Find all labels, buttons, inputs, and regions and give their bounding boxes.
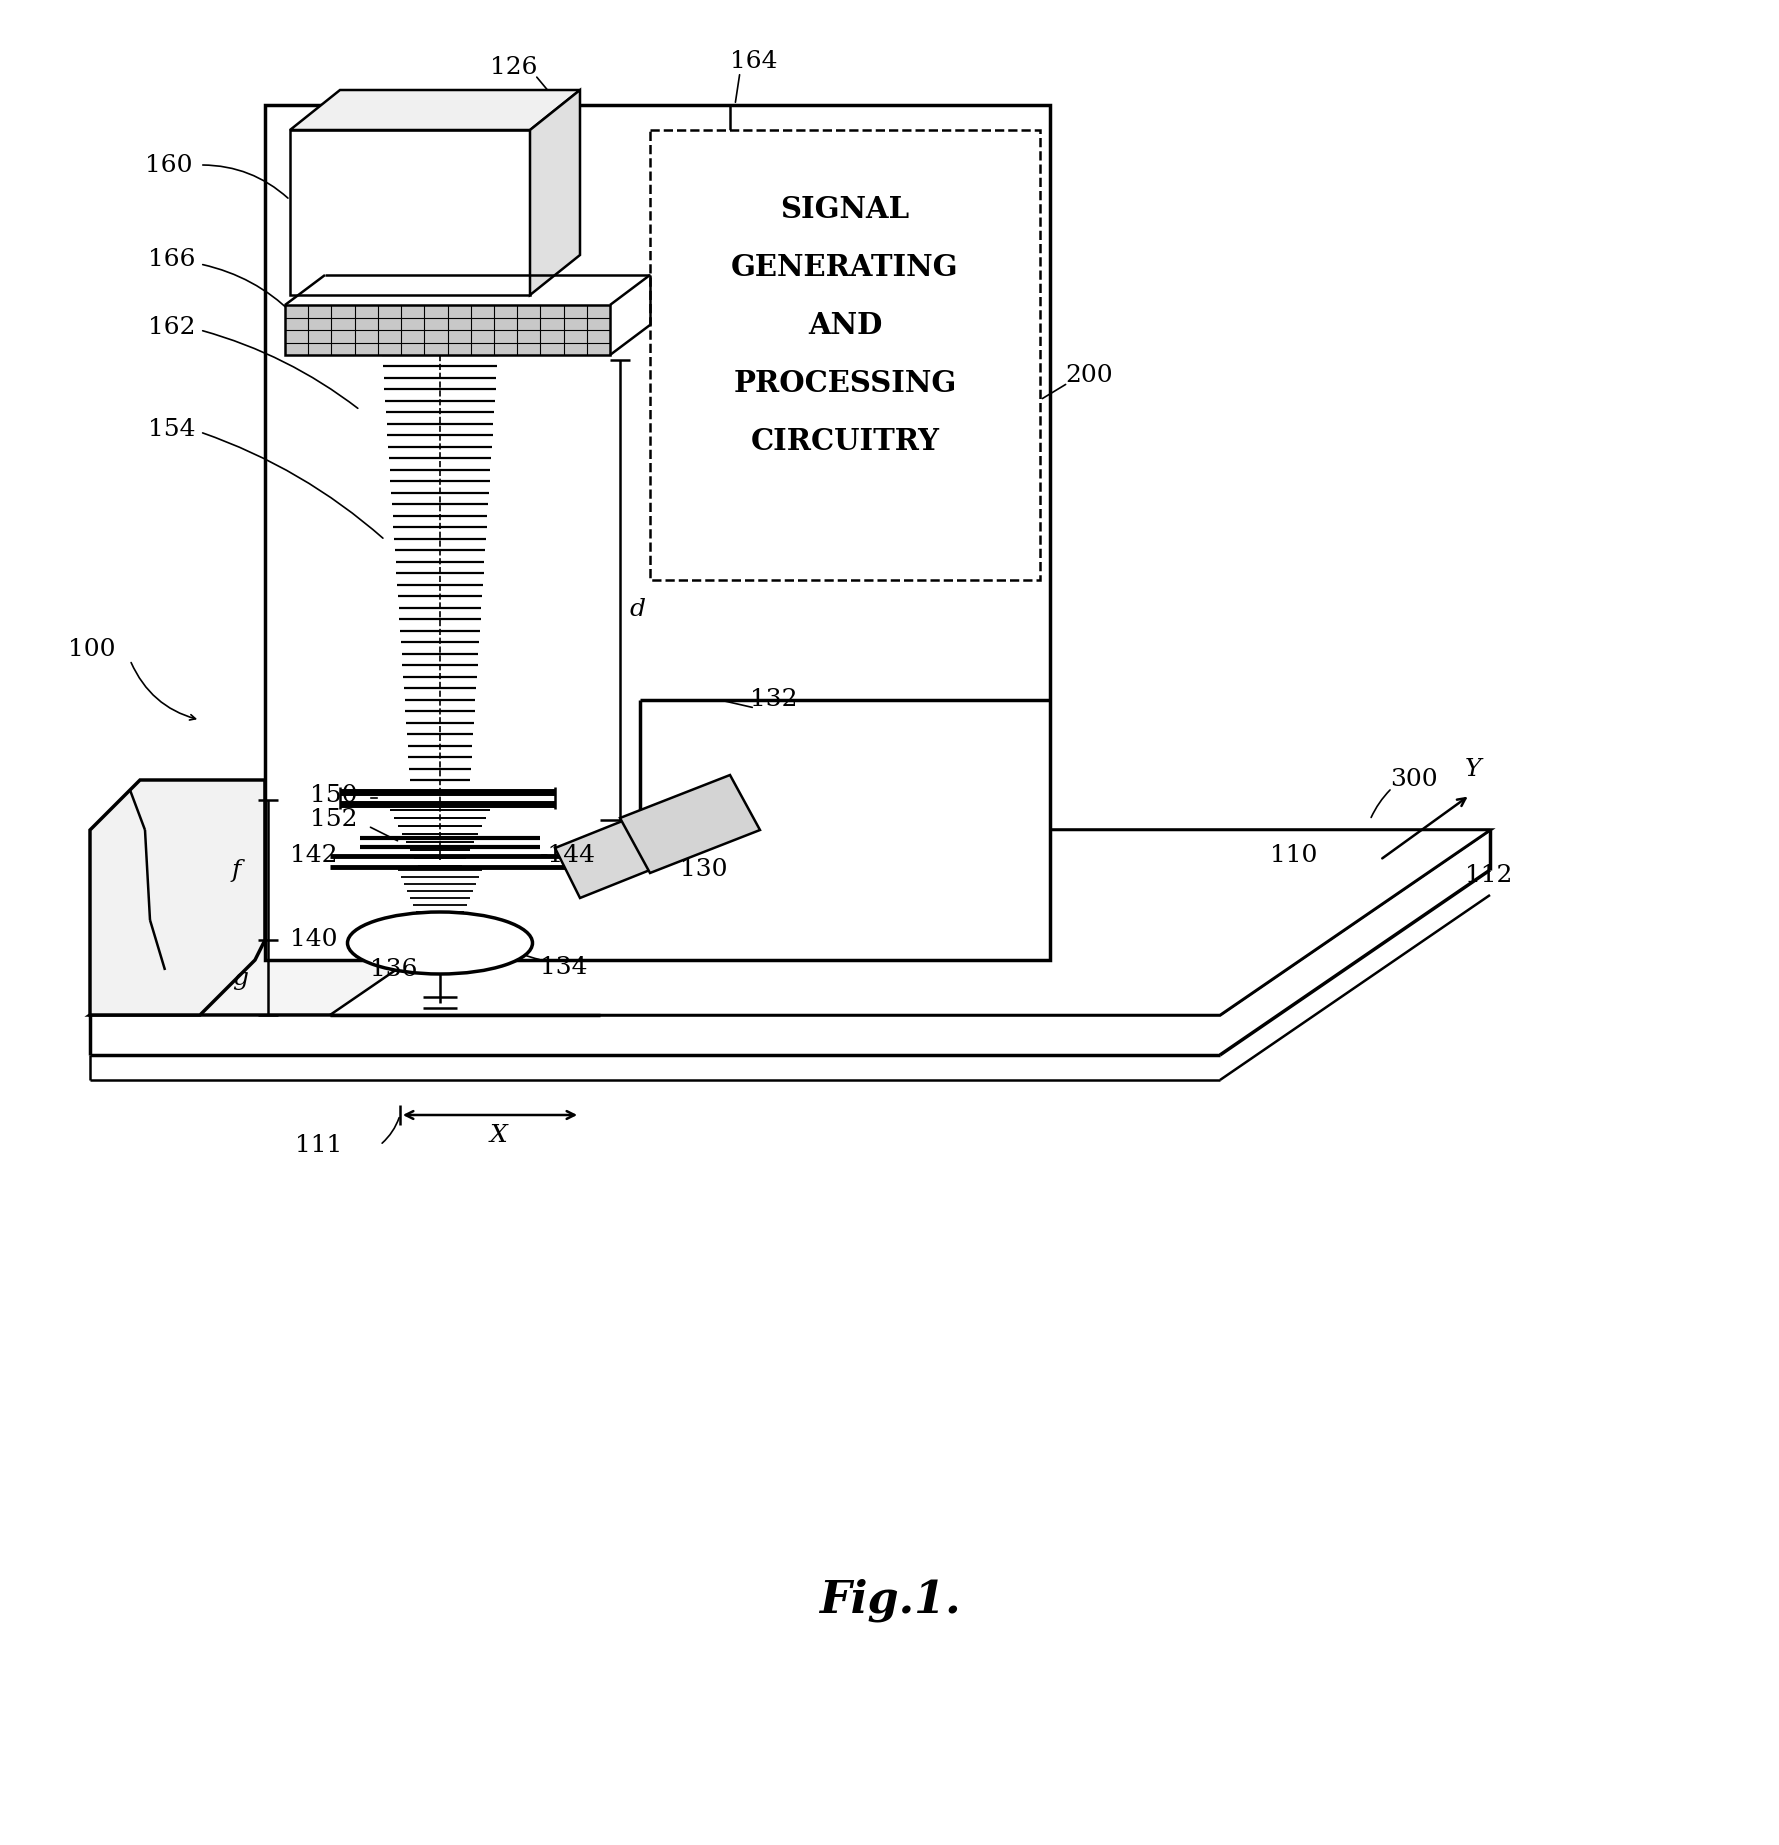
Text: 112: 112 bbox=[1464, 863, 1512, 886]
Text: 160: 160 bbox=[146, 153, 192, 177]
Text: d: d bbox=[630, 598, 646, 622]
Text: X: X bbox=[489, 1124, 507, 1146]
Polygon shape bbox=[285, 304, 610, 354]
Polygon shape bbox=[265, 105, 1050, 959]
Polygon shape bbox=[290, 90, 580, 129]
Text: 110: 110 bbox=[1270, 843, 1318, 867]
Text: 134: 134 bbox=[541, 956, 587, 980]
Text: 130: 130 bbox=[680, 858, 728, 882]
Polygon shape bbox=[329, 830, 1491, 1015]
Text: 166: 166 bbox=[148, 249, 196, 271]
Text: 132: 132 bbox=[751, 688, 797, 712]
Text: 200: 200 bbox=[1066, 363, 1112, 386]
Text: 164: 164 bbox=[729, 50, 777, 74]
Text: Fig.1.: Fig.1. bbox=[818, 1577, 961, 1622]
Text: 100: 100 bbox=[68, 638, 116, 662]
Text: g: g bbox=[231, 967, 247, 989]
Ellipse shape bbox=[347, 911, 532, 974]
Text: CIRCUITRY: CIRCUITRY bbox=[751, 428, 939, 456]
Polygon shape bbox=[555, 810, 674, 899]
Text: GENERATING: GENERATING bbox=[731, 253, 959, 282]
Text: 150: 150 bbox=[310, 784, 358, 806]
Polygon shape bbox=[530, 90, 580, 295]
Text: 111: 111 bbox=[295, 1133, 342, 1157]
Text: AND: AND bbox=[808, 312, 882, 341]
Text: 140: 140 bbox=[290, 928, 338, 952]
Polygon shape bbox=[91, 780, 265, 1015]
Text: 142: 142 bbox=[290, 845, 338, 867]
Polygon shape bbox=[621, 775, 760, 873]
Text: PROCESSING: PROCESSING bbox=[733, 369, 957, 399]
Text: 152: 152 bbox=[310, 808, 358, 832]
Text: -144: -144 bbox=[541, 843, 596, 867]
Text: 154: 154 bbox=[148, 419, 196, 441]
Text: Y: Y bbox=[1464, 758, 1482, 782]
Text: 300: 300 bbox=[1389, 769, 1437, 792]
Polygon shape bbox=[649, 129, 1041, 579]
Text: f: f bbox=[231, 858, 242, 882]
Text: SIGNAL: SIGNAL bbox=[781, 196, 909, 225]
Text: 126: 126 bbox=[489, 57, 537, 79]
Text: 136: 136 bbox=[370, 959, 418, 982]
Polygon shape bbox=[290, 129, 530, 295]
Polygon shape bbox=[91, 830, 1491, 1015]
Text: 162: 162 bbox=[148, 317, 196, 339]
